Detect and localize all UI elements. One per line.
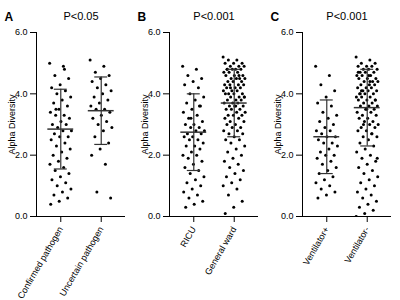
svg-text:General ward: General ward: [203, 225, 239, 277]
svg-text:0.0: 0.0: [281, 211, 294, 221]
svg-text:4.0: 4.0: [15, 88, 28, 99]
svg-text:6.0: 6.0: [15, 27, 28, 37]
svg-text:4.0: 4.0: [148, 88, 161, 99]
svg-text:P<0.001: P<0.001: [326, 10, 367, 22]
svg-text:B: B: [138, 10, 147, 24]
svg-text:P<0.001: P<0.001: [193, 10, 234, 22]
svg-text:6.0: 6.0: [148, 27, 161, 37]
svg-text:Ventilator+: Ventilator+: [301, 225, 331, 267]
svg-text:Alpha Diversity: Alpha Diversity: [7, 94, 17, 155]
svg-text:2.0: 2.0: [281, 150, 294, 160]
svg-text:2.0: 2.0: [15, 150, 28, 160]
svg-text:Alpha Diversity: Alpha Diversity: [273, 94, 283, 155]
svg-text:Confirmed pathogen: Confirmed pathogen: [16, 225, 65, 300]
svg-text:4.0: 4.0: [281, 88, 294, 99]
svg-text:0.0: 0.0: [15, 211, 28, 221]
svg-text:C: C: [271, 10, 280, 24]
svg-text:Uncertain pathogen: Uncertain pathogen: [58, 225, 106, 298]
svg-text:P<0.05: P<0.05: [63, 10, 98, 22]
svg-text:Ventilator-: Ventilator-: [343, 225, 372, 265]
svg-text:2.0: 2.0: [148, 150, 161, 160]
svg-text:0.0: 0.0: [148, 211, 161, 221]
svg-text:A: A: [5, 10, 14, 24]
svg-text:6.0: 6.0: [281, 27, 294, 37]
svg-text:Alpha Diversity: Alpha Diversity: [140, 94, 150, 155]
svg-text:RICU: RICU: [178, 225, 198, 249]
